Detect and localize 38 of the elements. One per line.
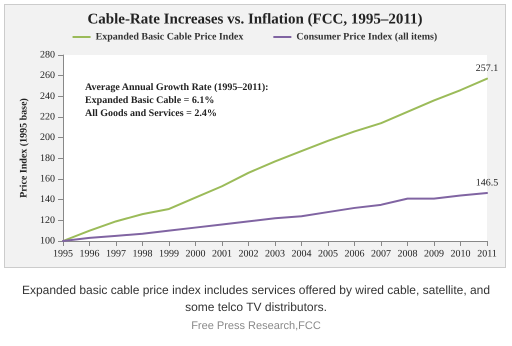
y-tick-label: 140 <box>40 194 55 206</box>
y-axis-title: Price Index (1995 base) <box>18 98 30 198</box>
x-tick-label: 2002 <box>238 248 258 260</box>
y-tick-label: 240 <box>40 90 55 102</box>
text: Free Press Research,FCC <box>190 320 322 332</box>
x-tick-label: 1998 <box>132 248 152 260</box>
x-tick-label: 2007 <box>371 248 391 260</box>
chart-title: Cable-Rate Increases vs. Inflation (FCC, 1995–2011) <box>87 12 423 28</box>
x-tick-label: 1995 <box>53 248 73 260</box>
legend-label: Consumer Price Index (all items) <box>296 32 438 42</box>
x-tick-label: 1997 <box>106 248 126 260</box>
text: Expanded basic cable price index includes services offered by wired cable, satellite, and some telco TV distributors. <box>20 282 492 316</box>
x-tick-label: 2000 <box>186 248 206 260</box>
legend-label: Expanded Basic Cable Price Index <box>96 32 244 42</box>
y-tick-label: 100 <box>40 236 55 246</box>
y-tick-label: 220 <box>40 112 55 122</box>
data-label: 257.1 <box>476 63 498 74</box>
x-tick-label: 2008 <box>398 248 418 260</box>
y-tick-label: 160 <box>40 174 55 184</box>
x-tick-label: 2009 <box>424 248 444 260</box>
x-tick-label: 2001 <box>212 248 232 260</box>
x-tick-label: 1996 <box>80 248 100 260</box>
x-tick-label: 2011 <box>477 248 497 260</box>
annotation: Expanded Basic Cable = 6.1% <box>85 94 216 107</box>
x-tick-label: 2003 <box>265 248 285 260</box>
y-tick-label: 200 <box>40 132 55 144</box>
x-tick-label: 2004 <box>292 248 312 260</box>
data-label: 146.5 <box>476 177 498 188</box>
x-tick-label: 1999 <box>159 248 179 260</box>
x-tick-label: 2010 <box>450 248 470 260</box>
y-tick-label: 260 <box>40 70 55 82</box>
y-tick-label: 120 <box>40 214 55 226</box>
y-tick-label: 280 <box>40 50 55 60</box>
annotation: All Goods and Services = 2.4% <box>85 107 218 120</box>
x-tick-label: 2006 <box>344 248 364 260</box>
annotation: Average Annual Growth Rate (1995–2011): <box>85 81 269 94</box>
x-tick-label: 2005 <box>318 248 338 260</box>
y-tick-label: 180 <box>40 152 55 164</box>
